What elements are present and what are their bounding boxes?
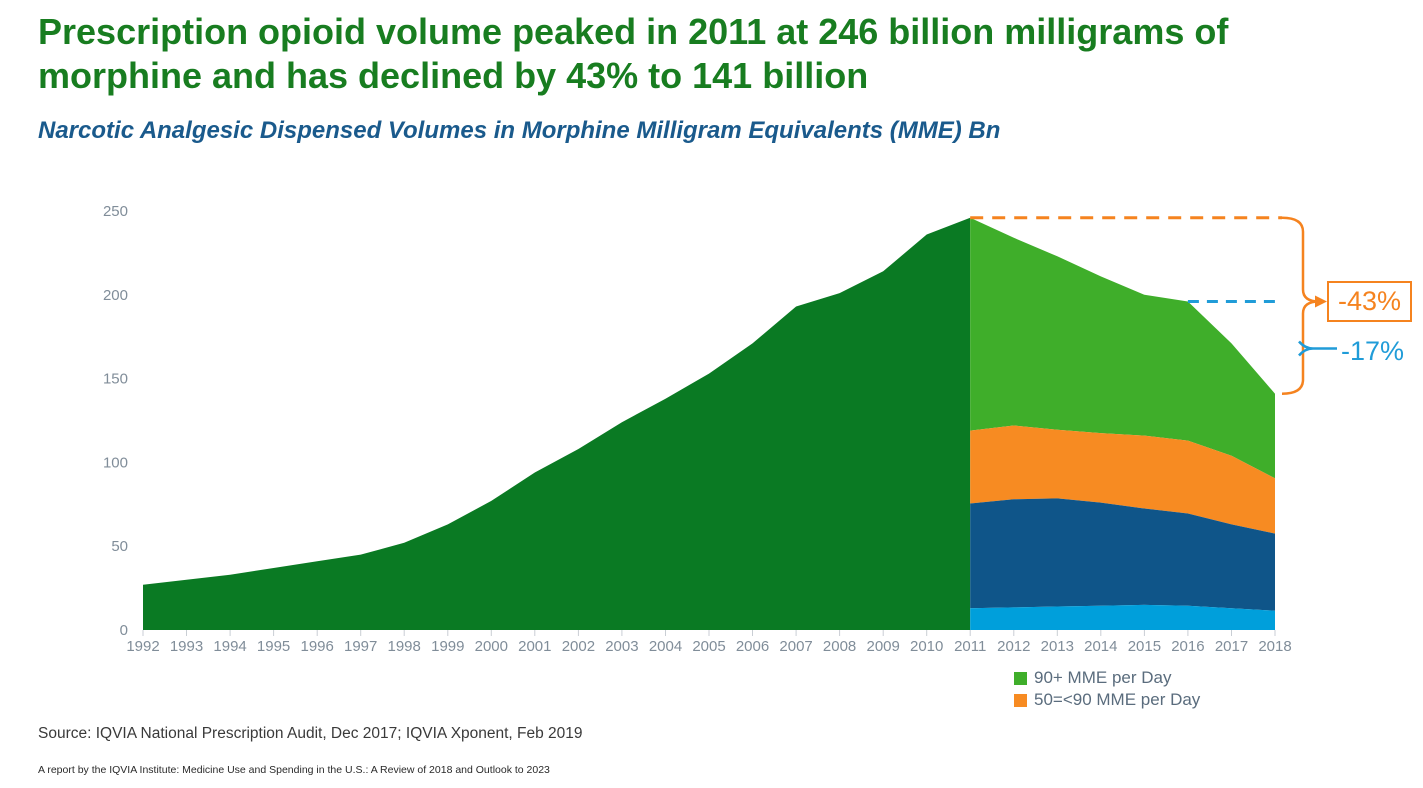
- decline-brace: [1281, 216, 1320, 395]
- x-axis-label: 2010: [910, 638, 943, 655]
- x-axis-label: 2000: [475, 638, 508, 655]
- area-chart-svg: 1992 1993 1994 1995 1996 1997 1998 1999 2000 2001…: [103, 203, 1337, 655]
- x-axis-label: 2009: [867, 638, 900, 655]
- area-dark-blue: [970, 498, 1275, 611]
- source-note: Source: IQVIA National Prescription Audi…: [38, 725, 583, 742]
- x-axis-label: 2001: [518, 638, 551, 655]
- legend-swatch-orange: [1014, 693, 1027, 707]
- x-axis-label: 1993: [170, 638, 203, 655]
- x-axis-label: 2005: [692, 638, 725, 655]
- x-axis-label: 2007: [779, 638, 812, 655]
- x-axis-label: 1997: [344, 638, 377, 655]
- chart-subtitle: Narcotic Analgesic Dispensed Volumes in …: [38, 117, 1001, 144]
- y-axis-label: 150: [103, 371, 128, 388]
- chart-legend: 90+ MME per Day 50=<90 MME per Day: [1014, 667, 1200, 711]
- legend-label: 90+ MME per Day: [1034, 668, 1172, 687]
- x-axis-label: 2017: [1215, 638, 1248, 655]
- x-axis-label: 2013: [1041, 638, 1074, 655]
- x-axis-label: 2012: [997, 638, 1030, 655]
- legend-item-50-90: 50=<90 MME per Day: [1014, 689, 1200, 711]
- x-axis-label: 1994: [213, 638, 246, 655]
- y-axis-label: 200: [103, 287, 128, 304]
- legend-label: 50=<90 MME per Day: [1034, 690, 1201, 709]
- area-chart: 1992 1993 1994 1995 1996 1997 1998 1999 2000 2001…: [0, 180, 1423, 660]
- y-axis-label: 0: [120, 622, 128, 639]
- recent-decline-pointer: [1298, 340, 1337, 357]
- y-axis-label: 50: [111, 538, 128, 555]
- x-axis-label: 2016: [1171, 638, 1204, 655]
- x-axis-label: 1998: [388, 638, 421, 655]
- area-90plus-mme: [970, 217, 1275, 479]
- x-axis-label: 2003: [605, 638, 638, 655]
- x-axis-label: 2015: [1128, 638, 1161, 655]
- total-decline-label: -43%: [1327, 281, 1412, 322]
- x-axis-label: 2018: [1258, 638, 1291, 655]
- x-axis-label: 2011: [954, 638, 986, 655]
- x-axis-label: 2006: [736, 638, 769, 655]
- x-axis-label: 2014: [1084, 638, 1117, 655]
- x-axis-label: 1995: [257, 638, 290, 655]
- recent-decline-label: -17%: [1341, 336, 1405, 366]
- x-axis-label: 2004: [649, 638, 682, 655]
- x-axis-label: 2008: [823, 638, 856, 655]
- y-axis-label: 250: [103, 203, 128, 220]
- x-axis-label: 1992: [126, 638, 159, 655]
- x-axis-label: 1999: [431, 638, 464, 655]
- decline-arrow: [1315, 295, 1327, 308]
- page-title: Prescription opioid volume peaked in 201…: [38, 11, 1229, 96]
- area-total-pre-2011: [143, 217, 971, 630]
- y-axis-label: 100: [103, 454, 128, 471]
- x-axis-label: 1996: [301, 638, 334, 655]
- legend-swatch-green: [1014, 671, 1027, 685]
- legend-item-90plus: 90+ MME per Day: [1014, 667, 1200, 689]
- area-light-blue: [970, 604, 1275, 630]
- x-axis-label: 2002: [562, 638, 595, 655]
- footer-note: A report by the IQVIA Institute: Medicin…: [38, 764, 550, 776]
- area-50-90-mme: [970, 425, 1275, 534]
